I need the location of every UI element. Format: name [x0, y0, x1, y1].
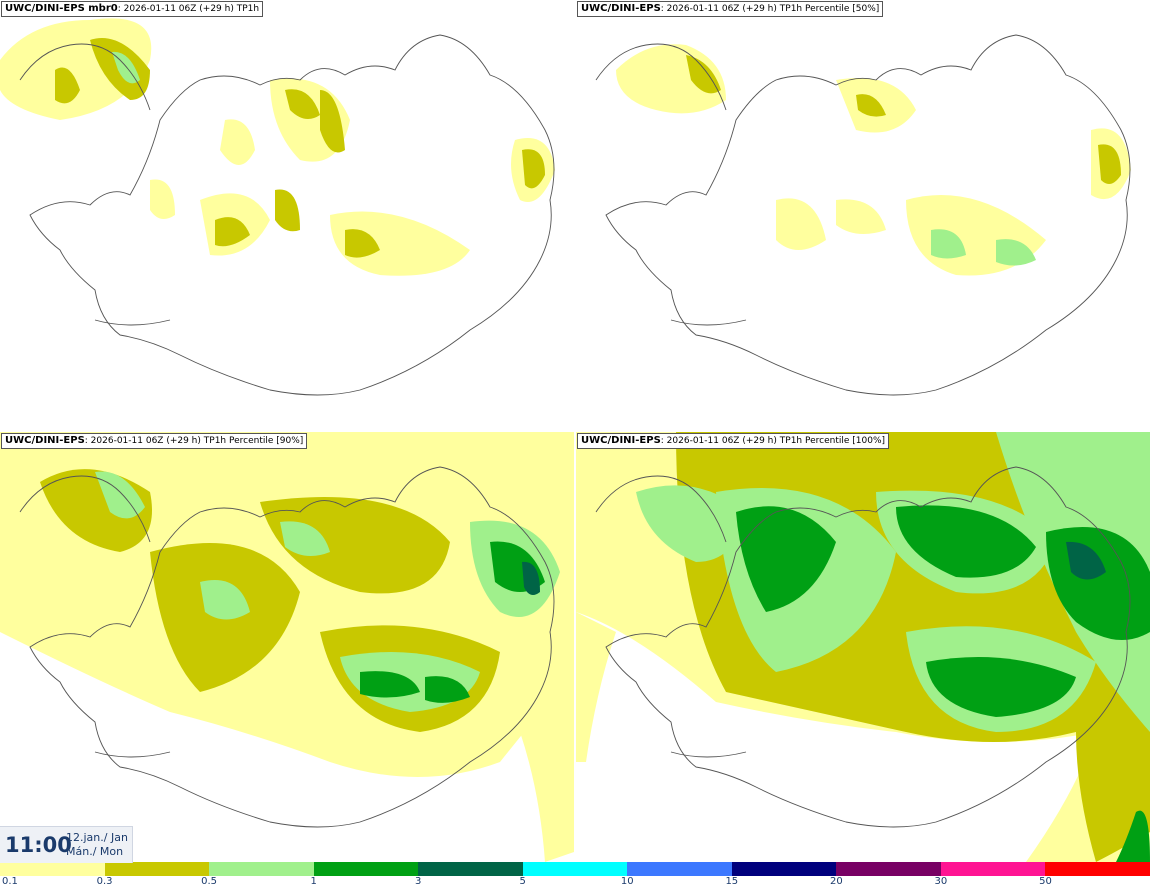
legend-swatch — [522, 862, 628, 876]
coastline — [19, 466, 555, 828]
map-panel-p100: UWC/DINI-EPS: 2026-01-11 06Z (+29 h) TP1… — [576, 432, 1150, 862]
panel-title: UWC/DINI-EPS: 2026-01-11 06Z (+29 h) TP1… — [577, 1, 884, 17]
legend-swatch — [209, 862, 314, 876]
coastline — [595, 466, 1131, 828]
valid-time-box: 11:00 12.jan./ Jan Mán./ Mon — [0, 826, 133, 863]
precip-fill — [0, 432, 574, 862]
legend-tick-label: 20 — [829, 876, 843, 887]
legend-swatch — [313, 862, 419, 876]
precip-map — [576, 432, 1150, 862]
legend-colorbar — [0, 862, 1150, 876]
legend-tick-label: 0.3 — [96, 876, 113, 887]
legend-tick-label: 10 — [620, 876, 634, 887]
valid-time: 11:00 — [5, 833, 72, 857]
panel-title: UWC/DINI-EPS: 2026-01-11 06Z (+29 h) TP1… — [577, 433, 890, 449]
legend-swatch — [627, 862, 732, 876]
precip-map — [0, 432, 574, 862]
panel-divider — [574, 0, 576, 862]
precip-fill — [0, 18, 555, 276]
legend-ticks: 0.1 0.3 0.5 1 3 5 10 15 20 30 50 — [0, 876, 1150, 891]
legend-swatch — [0, 862, 105, 876]
precip-fill — [616, 44, 1131, 276]
valid-date-line2: Mán./ Mon — [66, 845, 124, 858]
legend-swatch — [418, 862, 523, 876]
map-panel-mbr0: UWC/DINI-EPS mbr0: 2026-01-11 06Z (+29 h… — [0, 0, 574, 430]
valid-date-line1: 12.jan./ Jan — [66, 831, 128, 844]
legend-tick-label: 15 — [725, 876, 739, 887]
valid-date: 12.jan./ Jan Mán./ Mon — [66, 831, 128, 859]
precip-fill — [576, 432, 1150, 862]
map-panel-p90: UWC/DINI-EPS: 2026-01-11 06Z (+29 h) TP1… — [0, 432, 574, 862]
legend-tick-label: 5 — [519, 876, 526, 887]
legend-tick-label: 30 — [934, 876, 948, 887]
legend-tick-label: 3 — [414, 876, 422, 887]
legend-swatch — [940, 862, 1046, 876]
legend-tick-label: 0.5 — [201, 876, 218, 887]
map-panel-p50: UWC/DINI-EPS: 2026-01-11 06Z (+29 h) TP1… — [576, 0, 1150, 430]
legend-swatch — [836, 862, 941, 876]
legend-swatch — [104, 862, 210, 876]
precip-map — [0, 18, 555, 396]
panel-title: UWC/DINI-EPS mbr0: 2026-01-11 06Z (+29 h… — [1, 1, 264, 17]
legend-swatch — [731, 862, 837, 876]
panel-title: UWC/DINI-EPS: 2026-01-11 06Z (+29 h) TP1… — [1, 433, 308, 449]
legend-tick-label: 50 — [1039, 876, 1052, 887]
precip-map — [595, 34, 1131, 396]
legend-tick-label: 1 — [310, 876, 317, 887]
coastline — [19, 34, 555, 396]
legend-tick-label: 0.1 — [2, 876, 18, 887]
legend-swatch — [1045, 862, 1150, 876]
coastline — [595, 34, 1131, 396]
